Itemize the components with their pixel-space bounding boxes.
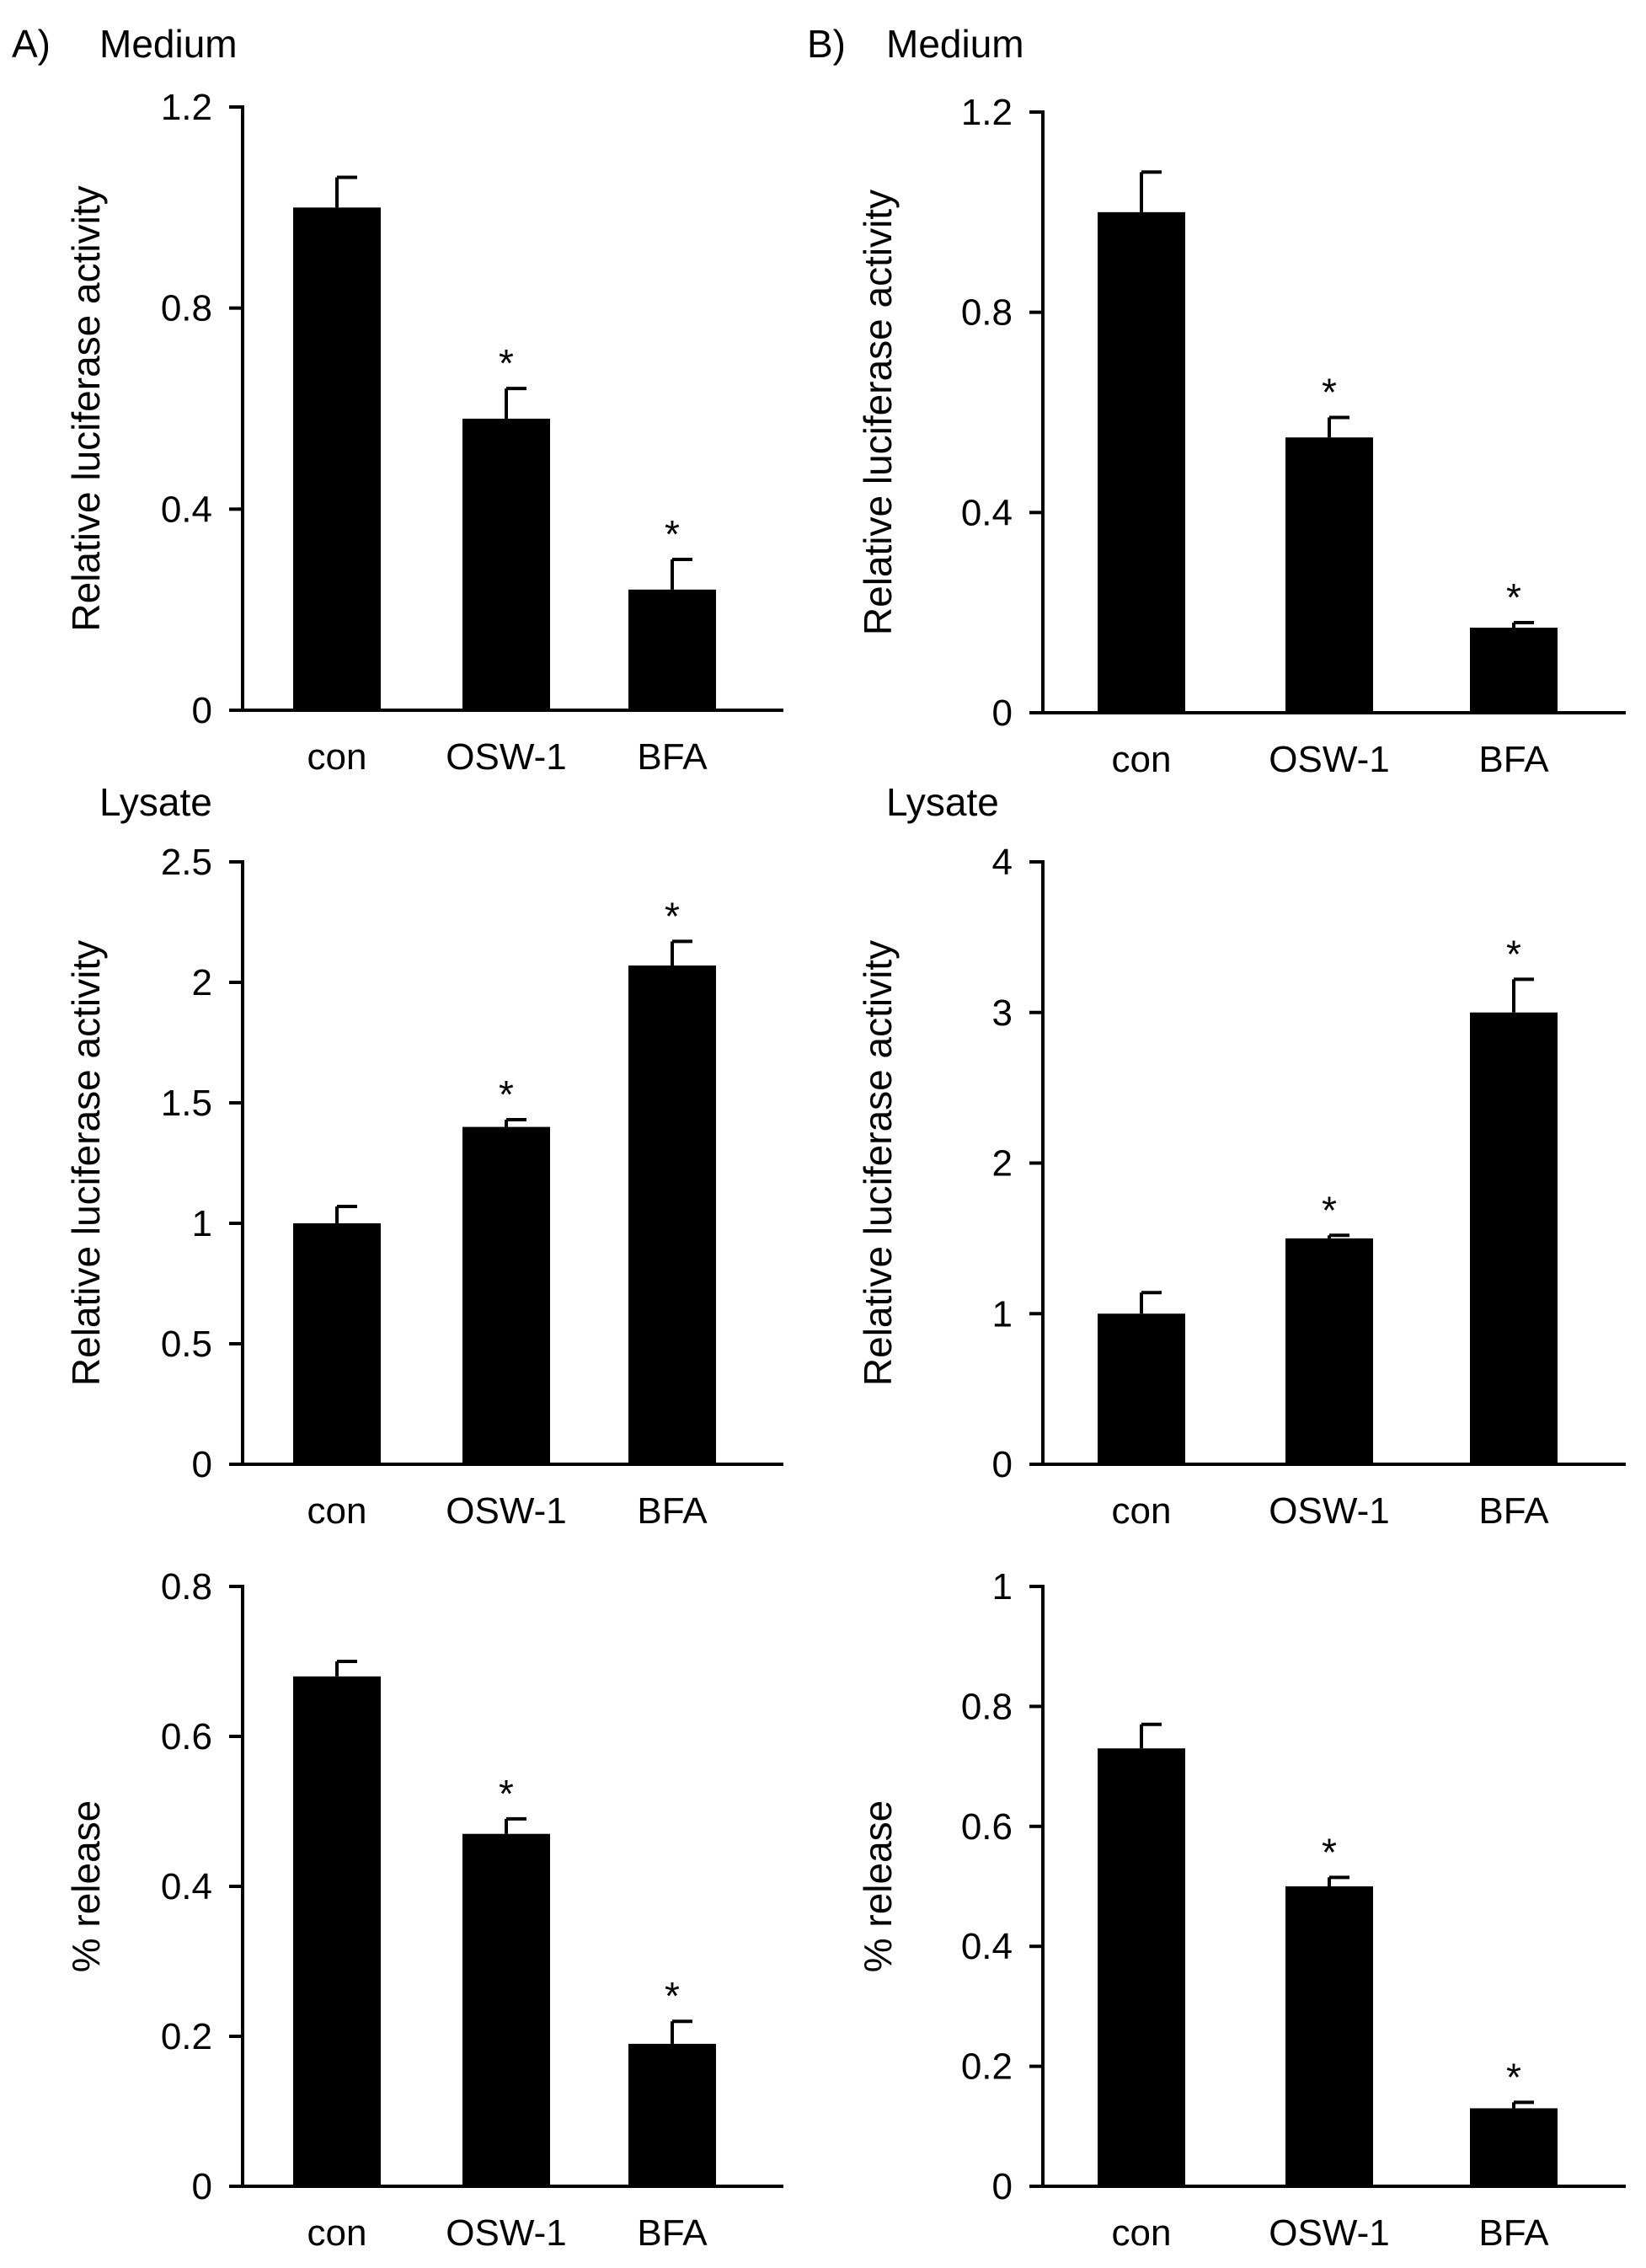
bar-BFA [1470,2108,1558,2186]
category-label: con [307,1490,367,1532]
y-tick-label: 2.5 [161,842,212,883]
y-tick-label: 0.8 [961,292,1013,334]
bar-con [293,1676,381,2186]
y-tick-label: 0.4 [961,1926,1013,1967]
y-tick-label: 1 [992,1566,1013,1607]
chart-1: Medium con * OSW-1 * BFA 0 0.4 0.8 1.2 Relative lu… [64,22,783,778]
y-tick-label: 0.8 [161,288,212,329]
y-tick-label: 0.4 [161,1866,212,1907]
bar-con [1098,1748,1185,2186]
significance-marker: * [665,1974,680,2018]
y-tick-label: 1 [192,1203,212,1244]
significance-marker: * [1322,1830,1337,1874]
bar-BFA [1470,1012,1558,1464]
bar-OSW-1 [462,418,550,710]
significance-marker: * [499,1772,514,1816]
category-label: OSW-1 [1269,739,1389,780]
y-tick-label: 0 [992,1444,1013,1485]
y-tick-label: 0 [992,2166,1013,2207]
y-axis-label: Relative luciferase activity [64,185,108,631]
y-axis-label: Relative luciferase activity [856,190,900,635]
y-tick-label: 0 [992,693,1013,734]
y-axis-label: Relative luciferase activity [856,940,900,1386]
chart-4: Medium con * OSW-1 * BFA 0 0.4 0.8 1.2 Relative lu… [856,22,1626,780]
y-tick-label: 0.5 [161,1324,212,1365]
y-tick-label: 0.8 [161,1566,212,1607]
significance-marker: * [1506,932,1521,976]
category-label: BFA [637,2212,708,2254]
chart-2: Lysate con * OSW-1 * BFA 0 0.5 1 1.5 2 2.5 Relative … [64,780,783,1532]
category-label: OSW-1 [446,2212,566,2254]
category-label: con [1112,2212,1172,2254]
y-axis-label: % release [64,1800,108,1973]
category-label: con [307,2212,367,2254]
significance-marker: * [1322,1188,1337,1232]
y-tick-label: 0.4 [161,489,212,530]
bar-con [293,207,381,711]
y-axis-label: Relative luciferase activity [64,940,108,1386]
y-tick-label: 1.2 [161,87,212,128]
significance-marker: * [665,894,680,938]
chart-title: Lysate [99,780,212,824]
chart-3: con * OSW-1 * BFA 0 0.2 0.4 0.6 0.8 % release [64,1566,783,2254]
bar-BFA [628,965,716,1464]
bar-con [1098,211,1185,714]
y-tick-label: 1 [992,1293,1013,1335]
bar-con [293,1223,381,1464]
chart-title: Medium [99,22,238,66]
category-label: OSW-1 [446,736,566,778]
panel-label-a: A) [12,22,51,66]
y-tick-label: 4 [992,842,1013,883]
bar-BFA [628,589,716,710]
y-tick-label: 1.5 [161,1083,212,1124]
category-label: OSW-1 [446,1490,566,1532]
y-tick-label: 0.2 [961,2046,1013,2088]
y-axis-label: % release [856,1800,900,1973]
significance-marker: * [665,512,680,556]
y-tick-label: 2 [992,1143,1013,1185]
significance-marker: * [499,341,514,385]
category-label: con [307,736,367,778]
category-label: BFA [637,736,708,778]
significance-marker: * [499,1072,514,1116]
bar-BFA [1470,627,1558,713]
y-tick-label: 1.2 [961,92,1013,133]
y-tick-label: 0.6 [961,1806,1013,1848]
y-tick-label: 2 [192,962,212,1003]
category-label: OSW-1 [1269,1490,1389,1532]
bar-OSW-1 [462,1126,550,1464]
bar-OSW-1 [1285,1238,1373,1464]
panel-label-b: B) [807,22,846,66]
category-label: BFA [1478,739,1549,780]
y-tick-label: 0.4 [961,492,1013,533]
significance-marker: * [1506,575,1521,619]
category-label: con [1112,739,1172,780]
category-label: OSW-1 [1269,2212,1389,2254]
y-tick-label: 0 [192,1444,212,1485]
y-tick-label: 0.6 [161,1716,212,1757]
y-tick-label: 0 [192,690,212,731]
significance-marker: * [1322,370,1337,414]
y-tick-label: 0.8 [961,1686,1013,1727]
chart-title: Medium [886,22,1024,66]
category-label: BFA [637,1490,708,1532]
bar-OSW-1 [462,1833,550,2186]
chart-title: Lysate [886,780,999,824]
bar-OSW-1 [1285,1886,1373,2186]
y-tick-label: 0 [192,2166,212,2207]
category-label: BFA [1478,1490,1549,1532]
category-label: BFA [1478,2212,1549,2254]
bar-OSW-1 [1285,437,1373,713]
chart-6: con * OSW-1 * BFA 0 0.2 0.4 0.6 0.8 1 % release [856,1566,1626,2254]
y-tick-label: 0.2 [161,2016,212,2057]
category-label: con [1112,1490,1172,1532]
y-tick-label: 3 [992,992,1013,1034]
charts: Medium con * OSW-1 * BFA 0 0.4 0.8 1.2 Relative lu… [64,22,1626,2254]
bar-BFA [628,2043,716,2186]
bar-con [1098,1313,1185,1464]
chart-5: Lysate con * OSW-1 * BFA 0 1 2 3 4 Relative lucifer… [856,780,1626,1532]
significance-marker: * [1506,2055,1521,2099]
